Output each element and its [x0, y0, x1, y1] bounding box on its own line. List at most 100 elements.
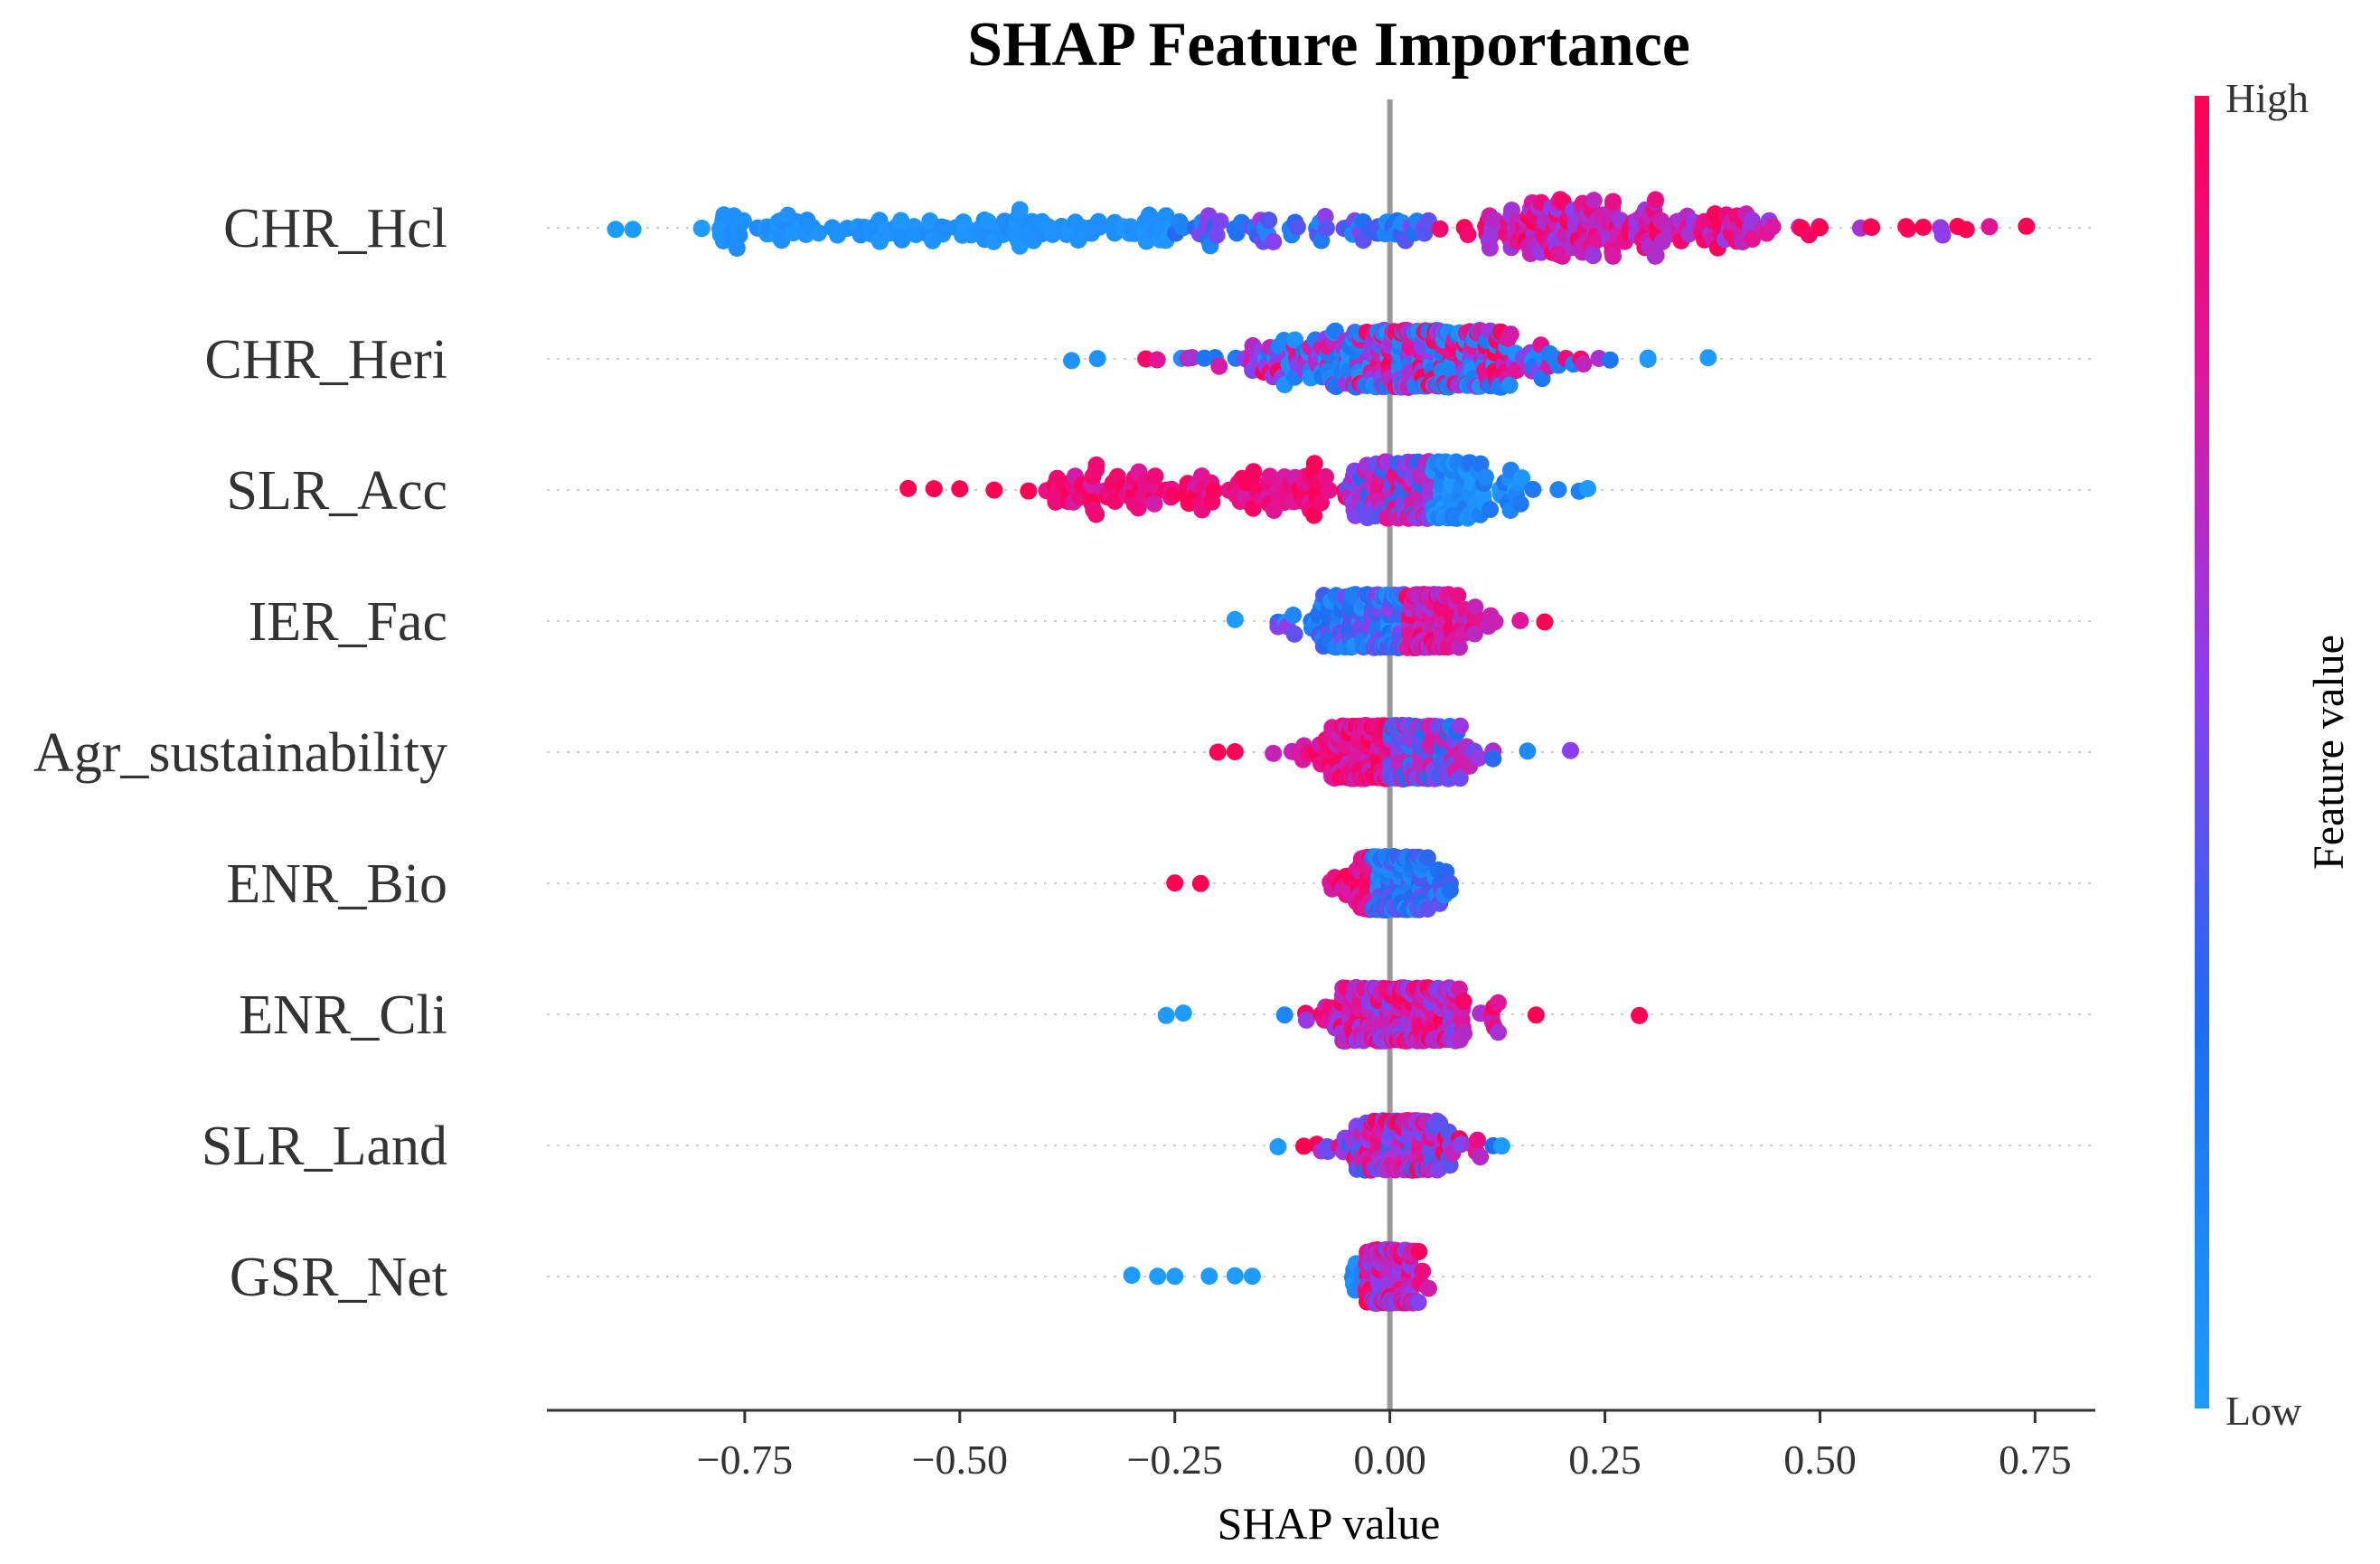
- shap-point: [1501, 325, 1519, 344]
- x-axis-ticks: −0.75 −0.50 −0.25 0.00 0.25 0.50 0.75: [697, 1410, 2072, 1483]
- shap-point: [1450, 638, 1468, 656]
- shap-point: [1489, 994, 1507, 1012]
- shap-point: [1183, 349, 1201, 367]
- shap-point: [1897, 218, 1915, 236]
- shap-point: [1483, 225, 1501, 243]
- shap-point: [1288, 218, 1306, 236]
- shap-point: [1087, 456, 1105, 474]
- shap-point: [1472, 1148, 1490, 1166]
- shap-point: [1482, 501, 1500, 518]
- feature-label-chr-hcl: CHR_Hcl: [223, 198, 447, 259]
- shap-point: [925, 480, 943, 498]
- shap-point: [728, 240, 746, 257]
- shap-point: [1265, 744, 1283, 762]
- shap-point: [1243, 1267, 1261, 1286]
- shap-point: [1511, 612, 1529, 629]
- shap-point: [1466, 598, 1484, 617]
- shap-point: [1459, 226, 1477, 243]
- shap-point: [1980, 218, 1999, 236]
- shap-point: [1536, 613, 1554, 631]
- shap-point: [1305, 455, 1323, 473]
- feature-label-enr-cli: ENR_Cli: [239, 985, 447, 1046]
- shap-point: [1513, 469, 1531, 487]
- chart-title: SHAP Feature Importance: [967, 10, 1690, 80]
- shap-point: [893, 231, 911, 249]
- shap-point: [1200, 1267, 1218, 1286]
- x-axis-label: SHAP value: [1218, 1498, 1441, 1549]
- shap-point: [1585, 247, 1603, 265]
- shap-point: [734, 212, 752, 230]
- shap-point: [1011, 237, 1029, 255]
- colorbar: [2195, 96, 2209, 1409]
- shap-point: [1631, 1006, 1649, 1024]
- shap-point: [1011, 201, 1029, 219]
- shap-point: [692, 220, 710, 237]
- shap-point: [1914, 218, 1933, 236]
- shap-point: [1481, 239, 1499, 257]
- shap-point: [1269, 1138, 1287, 1155]
- shap-point: [1297, 1011, 1315, 1029]
- feature-label-ier-fac: IER_Fac: [249, 591, 447, 653]
- shap-point: [730, 226, 748, 244]
- shap-point: [1226, 610, 1244, 628]
- feature-label-slr-land: SLR_Land: [202, 1116, 447, 1177]
- shap-point: [1470, 749, 1488, 767]
- shap-point: [1123, 1267, 1141, 1285]
- shap-point: [2018, 217, 2036, 235]
- feature-labels: CHR_Hcl CHR_Heri SLR_Acc IER_Fac Agr_sustain…: [33, 198, 447, 1308]
- shap-point: [1410, 1243, 1428, 1260]
- shap-point: [1575, 355, 1593, 373]
- shap-point: [1245, 463, 1263, 481]
- shap-point: [1486, 613, 1504, 631]
- feature-label-slr-acc: SLR_Acc: [226, 460, 447, 522]
- shap-point: [1318, 219, 1335, 237]
- shap-point: [1465, 625, 1483, 643]
- shap-point: [1477, 468, 1494, 486]
- shap-point: [1090, 218, 1108, 236]
- x-tick-label: −0.25: [1126, 1437, 1222, 1483]
- feature-label-agr-sustainability: Agr_sustainability: [33, 722, 447, 784]
- shap-point: [985, 481, 1003, 499]
- data-points: [607, 191, 2036, 1312]
- shap-point: [1519, 742, 1537, 760]
- shap-point: [1933, 226, 1952, 244]
- shap-point: [1451, 769, 1469, 787]
- x-tick-label: 0.00: [1353, 1437, 1426, 1483]
- shap-point: [1286, 331, 1304, 349]
- colorbar-low-label: Low: [2225, 1388, 2302, 1434]
- x-tick-label: 0.75: [1999, 1437, 2072, 1483]
- shap-point: [1275, 1006, 1293, 1024]
- shap-point: [1205, 482, 1223, 500]
- shap-point: [1863, 219, 1881, 236]
- shap-point: [892, 212, 910, 230]
- shap-point: [1699, 349, 1717, 367]
- shap-point: [1265, 232, 1283, 250]
- shap-point: [1312, 494, 1330, 512]
- x-tick-label: −0.75: [697, 1437, 793, 1483]
- shap-point: [1957, 221, 1975, 239]
- shap-point: [1191, 874, 1209, 892]
- shap-point: [1604, 247, 1622, 265]
- shap-point: [1209, 743, 1227, 761]
- shap-point: [1449, 587, 1467, 605]
- shap-point: [1455, 1024, 1473, 1042]
- shap-point: [951, 480, 969, 498]
- shap-point: [1166, 1267, 1184, 1286]
- shap-point: [1418, 849, 1436, 867]
- shap-point: [1211, 212, 1229, 231]
- shap-point: [1647, 246, 1665, 264]
- shap-point: [1500, 376, 1519, 394]
- shap-point: [1419, 1279, 1437, 1297]
- shap-point: [607, 221, 625, 239]
- shap-point: [1087, 505, 1105, 523]
- shap-point: [810, 224, 828, 242]
- shap-point: [1744, 231, 1761, 248]
- feature-label-chr-heri: CHR_Heri: [204, 329, 447, 391]
- shap-point: [1285, 625, 1303, 643]
- shap-point: [1431, 220, 1449, 238]
- shap-point: [1305, 506, 1323, 524]
- shap-point: [1647, 191, 1664, 209]
- shap-point: [1088, 350, 1106, 368]
- shap-point: [1524, 480, 1542, 498]
